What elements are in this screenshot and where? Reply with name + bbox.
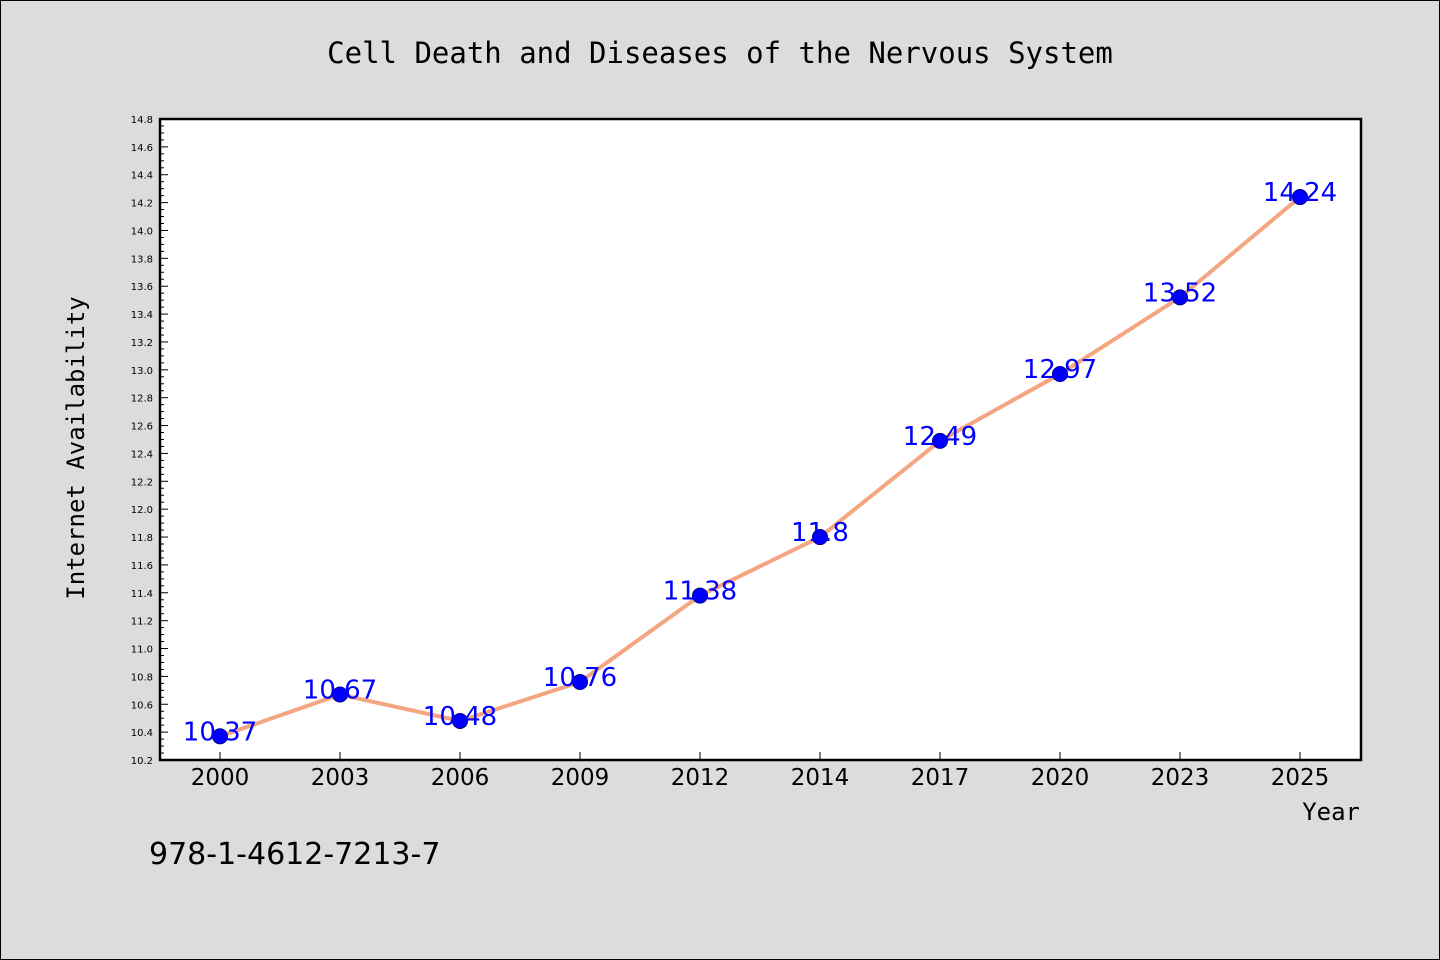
data-point: [332, 686, 348, 703]
y-tick-label: 10.6: [131, 700, 153, 711]
y-tick-label: 10.8: [131, 672, 153, 683]
x-tick-label: 2009: [551, 765, 610, 791]
y-tick-label: 12.6: [131, 422, 153, 433]
y-tick-label: 12.0: [131, 505, 153, 516]
data-point: [812, 529, 828, 546]
data-point: [452, 712, 468, 729]
y-tick-label: 14.0: [131, 226, 153, 237]
y-tick-label: 13.2: [131, 338, 153, 349]
x-tick-label: 2003: [311, 765, 370, 791]
x-tick-label: 2017: [911, 765, 970, 791]
y-tick-label: 11.2: [131, 617, 153, 628]
x-axis: 2000 2003 2006 2009 2012 2014 2017 2020 2023 2025: [191, 752, 1330, 791]
y-axis: 10.2 10.4 10.6 10.8 11.0 11.2 11.4 11.6 11.8 12.0…: [131, 115, 168, 767]
y-tick-label: 11.0: [131, 645, 153, 656]
data-label: 12.97: [1023, 355, 1097, 385]
data-series: 10.37 10.67 10.48 10.76 11.38 11.8 12.49 12.97 1…: [183, 178, 1337, 747]
y-tick-label: 14.8: [131, 115, 153, 126]
data-label: 11.38: [663, 577, 737, 607]
x-tick-label: 2012: [671, 765, 730, 791]
y-tick-label: 12.4: [131, 449, 153, 460]
x-tick-label: 2023: [1151, 765, 1210, 791]
x-tick-label: 2020: [1031, 765, 1090, 791]
x-tick-label: 2006: [431, 765, 490, 791]
data-label: 10.67: [303, 676, 377, 706]
x-axis-label: Year: [1302, 798, 1360, 826]
x-tick-label: 2025: [1271, 765, 1330, 791]
data-point: [212, 728, 228, 745]
y-tick-label: 12.2: [131, 477, 153, 488]
isbn-footer: 978-1-4612-7213-7: [149, 837, 440, 872]
data-point: [1292, 189, 1308, 206]
data-label: 14.24: [1263, 178, 1337, 208]
plot-area: [158, 117, 1363, 762]
y-tick-label: 11.6: [131, 561, 153, 572]
y-tick-label: 14.4: [131, 171, 153, 182]
y-tick-label: 13.6: [131, 282, 153, 293]
series-line: [218, 195, 1302, 739]
data-label: 10.76: [543, 663, 617, 693]
y-tick-label: 11.8: [131, 533, 153, 544]
y-tick-label: 13.0: [131, 366, 153, 377]
y-tick-label: 14.6: [131, 143, 153, 154]
data-point: [692, 587, 708, 604]
data-point: [1052, 366, 1068, 383]
data-label: 10.48: [423, 702, 497, 732]
y-tick-label: 10.4: [131, 728, 153, 739]
x-tick-label: 2000: [191, 765, 250, 791]
y-axis-label: Internet Availability: [62, 296, 90, 599]
data-label: 12.49: [903, 422, 977, 452]
data-point: [572, 673, 588, 690]
data-label: 11.8: [791, 518, 849, 548]
data-point: [1172, 289, 1188, 306]
y-tick-label: 12.8: [131, 394, 153, 405]
data-label: 10.37: [183, 717, 257, 747]
y-tick-label: 11.4: [131, 589, 153, 600]
x-tick-label: 2014: [791, 765, 850, 791]
data-point: [932, 432, 948, 449]
data-label: 13.52: [1143, 278, 1217, 308]
y-tick-label: 13.8: [131, 254, 153, 265]
y-tick-label: 10.2: [131, 756, 153, 767]
chart-title: Cell Death and Diseases of the Nervous S…: [327, 36, 1113, 70]
y-tick-label: 13.4: [131, 310, 153, 321]
y-tick-label: 14.2: [131, 199, 153, 210]
